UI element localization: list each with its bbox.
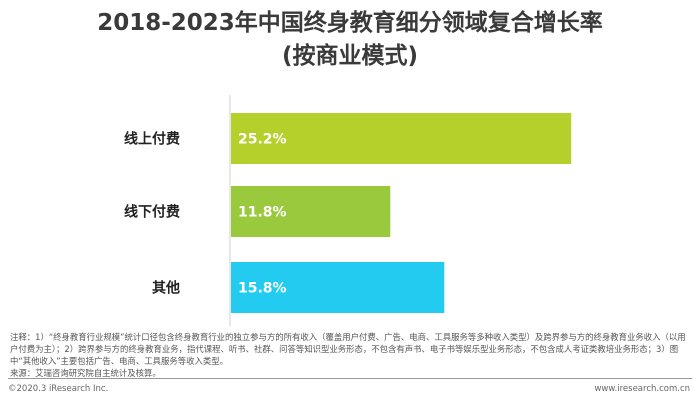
chart-subtitle: (按商业模式) [281, 43, 419, 69]
category-label-2: 线下付费 [124, 204, 180, 221]
source-text: 来源：艾瑞咨询研究院自主统计及核算。 [10, 368, 161, 378]
category-label-3: 其他 [152, 280, 180, 297]
website: www.iresearch.com.cn [594, 384, 690, 394]
data-label-3: 15.8% [238, 281, 287, 297]
copyright: ©2020.3 iResearch Inc. [8, 384, 109, 394]
category-label-1: 线上付费 [124, 131, 180, 148]
bar-1 [231, 113, 572, 164]
notes: 注释：1）“终身教育行业规模”统计口径包含终身教育行业的独立参与方的所有收入（覆… [10, 331, 692, 379]
bar-3 [231, 262, 445, 313]
chart-title: 2018-2023年中国终身教育细分领域复合增长率 [97, 10, 603, 36]
notes-text: 注释：1）“终身教育行业规模”统计口径包含终身教育行业的独立参与方的所有收入（覆… [10, 332, 686, 366]
data-label-2: 11.8% [238, 205, 287, 221]
footer-divider [8, 378, 692, 379]
data-label-1: 25.2% [238, 132, 287, 148]
bar-2 [231, 186, 391, 237]
